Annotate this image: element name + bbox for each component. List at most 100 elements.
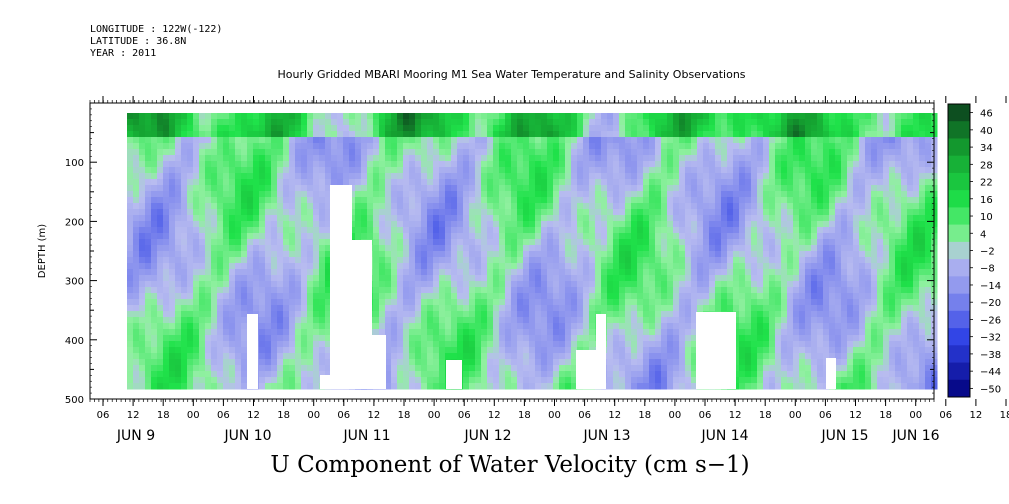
heatmap-cell: [193, 113, 200, 120]
heatmap-cell: [331, 155, 338, 162]
heatmap-cell: [481, 233, 488, 240]
heatmap-cell: [493, 257, 500, 264]
heatmap-cell: [187, 185, 194, 192]
heatmap-cell: [565, 311, 572, 318]
heatmap-cell: [229, 125, 236, 132]
heatmap-cell: [655, 335, 662, 342]
heatmap-cell: [223, 383, 230, 390]
heatmap-cell: [673, 275, 680, 282]
heatmap-cell: [313, 131, 320, 138]
heatmap-cell: [421, 335, 428, 342]
heatmap-cell: [769, 185, 776, 192]
heatmap-cell: [559, 179, 566, 186]
heatmap-cell: [661, 341, 668, 348]
heatmap-cell: [301, 185, 308, 192]
heatmap-cell: [277, 257, 284, 264]
heatmap-cell: [421, 275, 428, 282]
heatmap-cell: [409, 257, 416, 264]
heatmap-cell: [517, 263, 524, 270]
heatmap-cell: [673, 251, 680, 258]
heatmap-cell: [763, 347, 770, 354]
heatmap-cell: [211, 221, 218, 228]
heatmap-cell: [133, 209, 140, 216]
heatmap-cell: [157, 299, 164, 306]
heatmap-cell: [145, 263, 152, 270]
heatmap-cell: [565, 233, 572, 240]
heatmap-cell: [571, 353, 578, 360]
heatmap-cell: [463, 245, 470, 252]
heatmap-cell: [661, 239, 668, 246]
heatmap-cell: [265, 299, 272, 306]
heatmap-cell: [349, 155, 356, 162]
heatmap-cell: [553, 383, 560, 390]
heatmap-cell: [223, 125, 230, 132]
heatmap-cell: [595, 209, 602, 216]
heatmap-cell: [583, 341, 590, 348]
heatmap-cell: [391, 371, 398, 378]
heatmap-cell: [133, 131, 140, 138]
heatmap-cell: [163, 215, 170, 222]
heatmap-cell: [271, 335, 278, 342]
heatmap-cell: [229, 269, 236, 276]
heatmap-cell: [697, 257, 704, 264]
heatmap-cell: [541, 341, 548, 348]
heatmap-cell: [397, 221, 404, 228]
heatmap-cell: [265, 263, 272, 270]
heatmap-cell: [589, 251, 596, 258]
heatmap-cell: [673, 377, 680, 384]
heatmap-cell: [145, 149, 152, 156]
heatmap-cell: [391, 161, 398, 168]
heatmap-cell: [661, 359, 668, 366]
heatmap-cell: [511, 329, 518, 336]
heatmap-cell: [481, 191, 488, 198]
heatmap-cell: [631, 149, 638, 156]
heatmap-cell: [145, 155, 152, 162]
heatmap-cell: [253, 149, 260, 156]
heatmap-cell: [541, 383, 548, 390]
heatmap-cell: [709, 263, 716, 270]
heatmap-cell: [661, 185, 668, 192]
heatmap-cell: [739, 359, 746, 366]
heatmap-cell: [655, 197, 662, 204]
heatmap-cell: [763, 179, 770, 186]
heatmap-cell: [517, 161, 524, 168]
heatmap-cell: [433, 119, 440, 126]
heatmap-cell: [391, 167, 398, 174]
heatmap-cell: [499, 347, 506, 354]
heatmap-cell: [373, 263, 380, 270]
heatmap-cell: [661, 149, 668, 156]
heatmap-cell: [301, 221, 308, 228]
heatmap-cell: [211, 179, 218, 186]
heatmap-cell: [583, 239, 590, 246]
heatmap-cell: [685, 197, 692, 204]
heatmap-cell: [385, 311, 392, 318]
heatmap-cell: [157, 227, 164, 234]
heatmap-cell: [439, 227, 446, 234]
heatmap-cell: [337, 155, 344, 162]
heatmap-cell: [247, 143, 254, 150]
heatmap-cell: [295, 143, 302, 150]
heatmap-cell: [385, 113, 392, 120]
heatmap-cell: [535, 221, 542, 228]
heatmap-cell: [469, 137, 476, 144]
heatmap-cell: [499, 287, 506, 294]
heatmap-cell: [295, 245, 302, 252]
heatmap-cell: [625, 209, 632, 216]
heatmap-cell: [373, 257, 380, 264]
heatmap-cell: [445, 257, 452, 264]
heatmap-cell: [289, 317, 296, 324]
heatmap-cell: [691, 245, 698, 252]
heatmap-cell: [265, 251, 272, 258]
heatmap-cell: [757, 143, 764, 150]
heatmap-cell: [199, 377, 206, 384]
heatmap-cell: [673, 383, 680, 390]
heatmap-cell: [427, 299, 434, 306]
heatmap-cell: [613, 245, 620, 252]
heatmap-cell: [553, 215, 560, 222]
heatmap-cell: [181, 227, 188, 234]
heatmap-cell: [541, 299, 548, 306]
heatmap-cell: [577, 269, 584, 276]
heatmap-cell: [157, 167, 164, 174]
heatmap-cell: [235, 293, 242, 300]
heatmap-cell: [397, 383, 404, 390]
